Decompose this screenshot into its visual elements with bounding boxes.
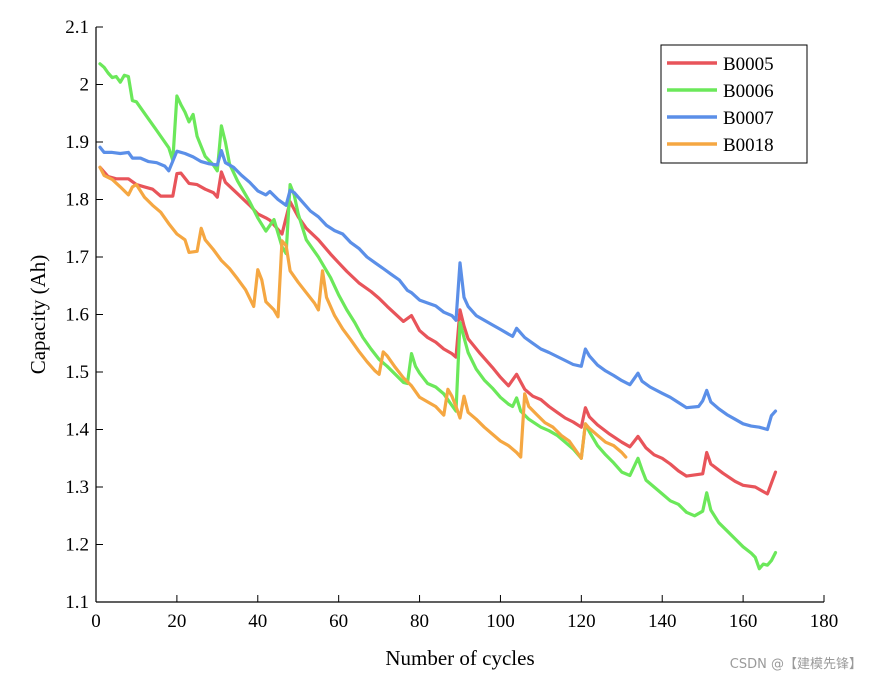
x-tick-label: 160 (729, 611, 758, 632)
y-tick-label: 1.5 (65, 362, 89, 383)
series-line-b0018 (98, 165, 628, 460)
series-line-b0006 (98, 62, 778, 571)
series-line-b0005 (98, 165, 778, 496)
y-tick-label: 2 (80, 75, 90, 96)
x-tick-label: 0 (91, 611, 101, 632)
y-tick-label: 1.8 (65, 190, 89, 211)
x-axis-label: Number of cycles (385, 646, 534, 670)
x-tick-label: 40 (248, 611, 267, 632)
legend-label-b0018: B0018 (723, 135, 774, 156)
y-tick-label: 1.6 (65, 305, 89, 326)
x-tick-label: 120 (567, 611, 596, 632)
y-tick-label: 1.7 (65, 247, 89, 268)
y-tick-label: 1.1 (65, 592, 89, 613)
watermark-text: CSDN @【建模先锋】 (730, 657, 862, 672)
y-tick-label: 1.4 (65, 420, 89, 441)
x-tick-label: 100 (486, 611, 515, 632)
x-tick-label: 180 (810, 611, 839, 632)
series-line-b0007 (98, 145, 778, 432)
legend-label-b0007: B0007 (723, 108, 774, 129)
x-tick-label: 80 (410, 611, 429, 632)
x-tick-label: 60 (329, 611, 348, 632)
y-ticks: 1.1 1.2 1.3 1.4 1.5 1.6 1.7 1.8 1.9 2 2.1 (65, 17, 103, 613)
legend-label-b0005: B0005 (723, 54, 774, 75)
x-tick-label: 140 (648, 611, 677, 632)
y-tick-label: 1.9 (65, 132, 89, 153)
series-layer (98, 62, 778, 571)
legend: B0005 B0006 B0007 B0018 (660, 44, 808, 164)
legend-label-b0006: B0006 (723, 81, 774, 102)
y-axis-label: Capacity (Ah) (26, 255, 50, 375)
y-tick-label: 1.3 (65, 477, 89, 498)
x-tick-label: 20 (167, 611, 186, 632)
x-ticks: 0 20 40 60 80 100 120 140 160 180 (91, 595, 838, 632)
y-tick-label: 1.2 (65, 535, 89, 556)
y-tick-label: 2.1 (65, 17, 89, 38)
